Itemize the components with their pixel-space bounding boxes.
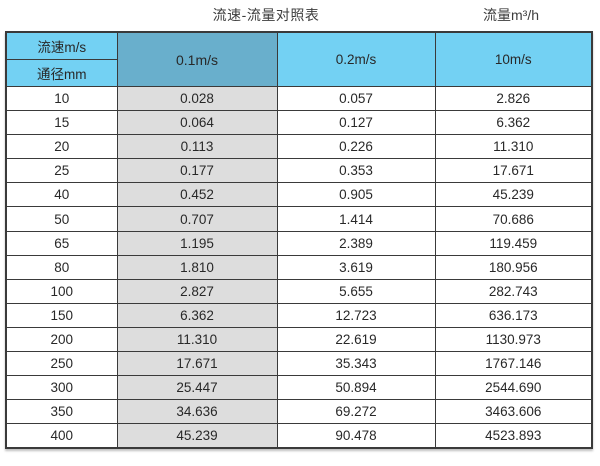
flow-value-10ms-cell: 119.459 [434,230,593,256]
flow-value-10ms-cell: 11.310 [434,134,593,160]
flow-value-10ms-cell: 636.173 [434,302,593,328]
table-row: 350 34.636 69.272 3463.606 [5,399,593,425]
flow-value-0-2ms-cell: 0.127 [276,110,436,136]
flow-value-0-1ms-cell: 2.827 [116,278,278,304]
diameter-cell: 10 [5,85,118,112]
diameter-cell: 40 [5,182,118,208]
table-header: 流速m/s 0.1m/s 0.2m/s 10m/s 通径mm [5,31,593,87]
flow-value-0-2ms-cell: 0.057 [276,85,436,112]
table-row: 65 1.195 2.389 119.459 [5,230,593,256]
table-row: 40 0.452 0.905 45.239 [5,182,593,208]
flow-value-10ms-cell: 4523.893 [434,423,593,449]
table-row: 250 17.671 35.343 1767.146 [5,351,593,377]
flow-value-10ms-cell: 1130.973 [434,326,593,353]
flow-value-10ms-cell: 6.362 [434,110,593,136]
flow-value-0-1ms-cell: 45.239 [116,423,278,449]
table-row: 150 6.362 12.723 636.173 [5,302,593,328]
diameter-cell: 200 [5,326,118,353]
flow-value-0-1ms-cell: 0.177 [116,158,278,184]
corner-header-velocity: 流速m/s [5,31,118,60]
table-row: 100 2.827 5.655 282.743 [5,278,593,304]
flow-value-0-1ms-cell: 0.028 [116,85,278,112]
table-row: 20 0.113 0.226 11.310 [5,134,593,160]
flow-value-0-2ms-cell: 22.619 [276,326,436,353]
flow-value-0-1ms-cell: 34.636 [116,399,278,425]
diameter-cell: 400 [5,423,118,449]
flow-rate-table: 流速m/s 0.1m/s 0.2m/s 10m/s 通径mm 10 0.028 … [5,31,593,450]
flow-value-0-2ms-cell: 1.414 [276,206,436,232]
flow-value-0-2ms-cell: 0.905 [276,182,436,208]
flow-value-0-1ms-cell: 0.064 [116,110,278,136]
diameter-cell: 300 [5,375,118,401]
column-header-0-1ms: 0.1m/s [116,31,278,87]
flow-value-0-2ms-cell: 0.226 [276,134,436,160]
table-row: 200 11.310 22.619 1130.973 [5,326,593,353]
flow-value-0-2ms-cell: 90.478 [276,423,436,449]
diameter-cell: 150 [5,302,118,328]
flow-value-10ms-cell: 70.686 [434,206,593,232]
column-header-10ms: 10m/s [434,31,593,87]
flow-value-10ms-cell: 1767.146 [434,351,593,377]
flow-value-0-1ms-cell: 11.310 [116,326,278,353]
table-row: 300 25.447 50.894 2544.690 [5,375,593,401]
flow-value-0-1ms-cell: 0.452 [116,182,278,208]
flow-value-10ms-cell: 282.743 [434,278,593,304]
table-row: 10 0.028 0.057 2.826 [5,85,593,112]
diameter-cell: 65 [5,230,118,256]
flow-value-10ms-cell: 17.671 [434,158,593,184]
diameter-cell: 100 [5,278,118,304]
flow-value-0-2ms-cell: 12.723 [276,302,436,328]
table-row: 80 1.810 3.619 180.956 [5,254,593,280]
table-row: 25 0.177 0.353 17.671 [5,158,593,184]
flow-value-0-1ms-cell: 17.671 [116,351,278,377]
flow-value-0-1ms-cell: 1.810 [116,254,278,280]
flow-value-0-2ms-cell: 0.353 [276,158,436,184]
corner-header-diameter: 通径mm [5,59,118,87]
flow-value-0-2ms-cell: 50.894 [276,375,436,401]
page-title: 流速-流量对照表 [212,7,320,23]
flow-value-10ms-cell: 45.239 [434,182,593,208]
diameter-cell: 25 [5,158,118,184]
flow-value-0-2ms-cell: 3.619 [276,254,436,280]
flow-value-10ms-cell: 3463.606 [434,399,593,425]
diameter-cell: 15 [5,110,118,136]
flow-value-10ms-cell: 2544.690 [434,375,593,401]
flow-value-0-2ms-cell: 35.343 [276,351,436,377]
flow-value-0-2ms-cell: 5.655 [276,278,436,304]
flow-value-0-1ms-cell: 0.113 [116,134,278,160]
diameter-cell: 250 [5,351,118,377]
flow-value-0-2ms-cell: 2.389 [276,230,436,256]
diameter-cell: 80 [5,254,118,280]
diameter-cell: 20 [5,134,118,160]
diameter-cell: 350 [5,399,118,425]
flow-value-0-1ms-cell: 1.195 [116,230,278,256]
flow-value-0-1ms-cell: 6.362 [116,302,278,328]
table-row: 400 45.239 90.478 4523.893 [5,423,593,449]
flow-value-0-2ms-cell: 69.272 [276,399,436,425]
diameter-cell: 50 [5,206,118,232]
flow-value-10ms-cell: 2.826 [434,85,593,112]
flow-value-10ms-cell: 180.956 [434,254,593,280]
table-row: 50 0.707 1.414 70.686 [5,206,593,232]
table-row: 15 0.064 0.127 6.362 [5,110,593,136]
table-body: 10 0.028 0.057 2.826 15 0.064 0.127 6.36… [5,85,593,449]
flow-value-0-1ms-cell: 25.447 [116,375,278,401]
flow-unit-label: 流量m³/h [483,7,539,23]
column-header-0-2ms: 0.2m/s [276,31,436,87]
flow-value-0-1ms-cell: 0.707 [116,206,278,232]
